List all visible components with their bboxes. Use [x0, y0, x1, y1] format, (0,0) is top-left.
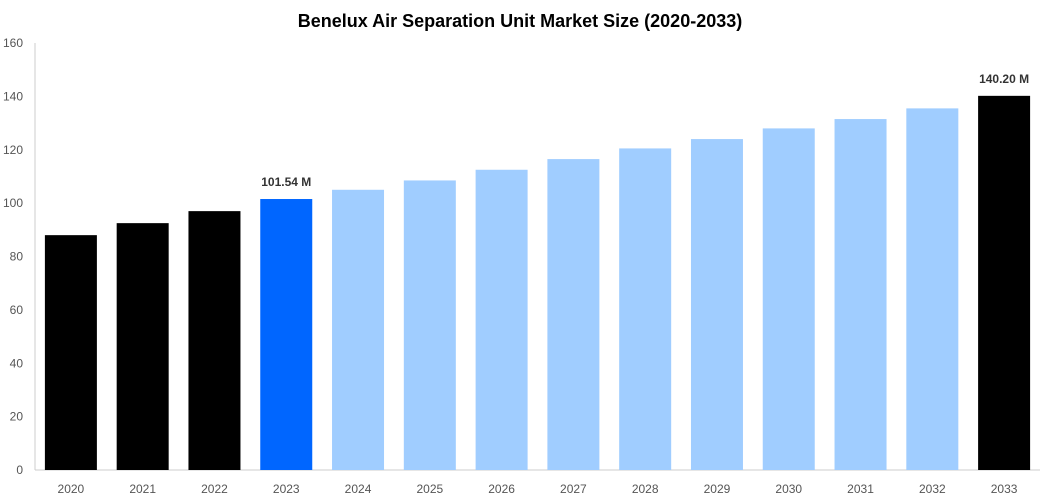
y-tick-label: 40 [10, 356, 24, 370]
bar-2020 [44, 235, 97, 470]
y-tick-label: 80 [10, 250, 24, 264]
y-tick-label: 60 [10, 303, 24, 317]
x-axis-ticks: 2020 2021 2022 2023 2024 2025 2026 2027 2028 2029… [58, 482, 1018, 496]
x-tick-label: 2021 [129, 482, 156, 496]
x-tick-label: 2022 [201, 482, 228, 496]
data-label-2033: 140.20 M [979, 72, 1029, 86]
bar-series [44, 95, 1031, 471]
bar-2033 [978, 95, 1031, 470]
bar-2029 [690, 139, 743, 470]
y-tick-label: 100 [3, 196, 23, 210]
x-tick-label: 2023 [273, 482, 300, 496]
bar-2030 [762, 128, 815, 470]
x-tick-label: 2020 [58, 482, 85, 496]
x-tick-label: 2027 [560, 482, 587, 496]
x-tick-label: 2028 [632, 482, 659, 496]
bar-2027 [547, 159, 600, 470]
x-tick-label: 2033 [991, 482, 1018, 496]
x-tick-label: 2030 [775, 482, 802, 496]
chart-title: Benelux Air Separation Unit Market Size … [298, 11, 743, 31]
y-tick-label: 120 [3, 143, 23, 157]
bar-2031 [834, 119, 887, 470]
x-tick-label: 2025 [416, 482, 443, 496]
bar-2023 [260, 199, 313, 470]
y-axis-ticks: 0 20 40 60 80 100 120 140 160 [3, 36, 23, 477]
data-label-2023: 101.54 M [261, 175, 311, 189]
x-tick-label: 2029 [704, 482, 731, 496]
bar-2028 [619, 148, 672, 470]
x-tick-label: 2026 [488, 482, 515, 496]
bar-2024 [332, 189, 385, 470]
bar-2022 [188, 211, 241, 470]
y-tick-label: 140 [3, 89, 23, 103]
bar-2032 [906, 108, 959, 471]
data-labels: 101.54 M 140.20 M [261, 72, 1029, 189]
y-tick-label: 160 [3, 36, 23, 50]
x-tick-label: 2032 [919, 482, 946, 496]
x-tick-label: 2024 [345, 482, 372, 496]
bar-2021 [116, 223, 169, 470]
y-tick-label: 0 [16, 463, 23, 477]
y-tick-label: 20 [10, 410, 24, 424]
bar-2025 [403, 180, 456, 471]
bar-2026 [475, 169, 528, 470]
x-tick-label: 2031 [847, 482, 874, 496]
